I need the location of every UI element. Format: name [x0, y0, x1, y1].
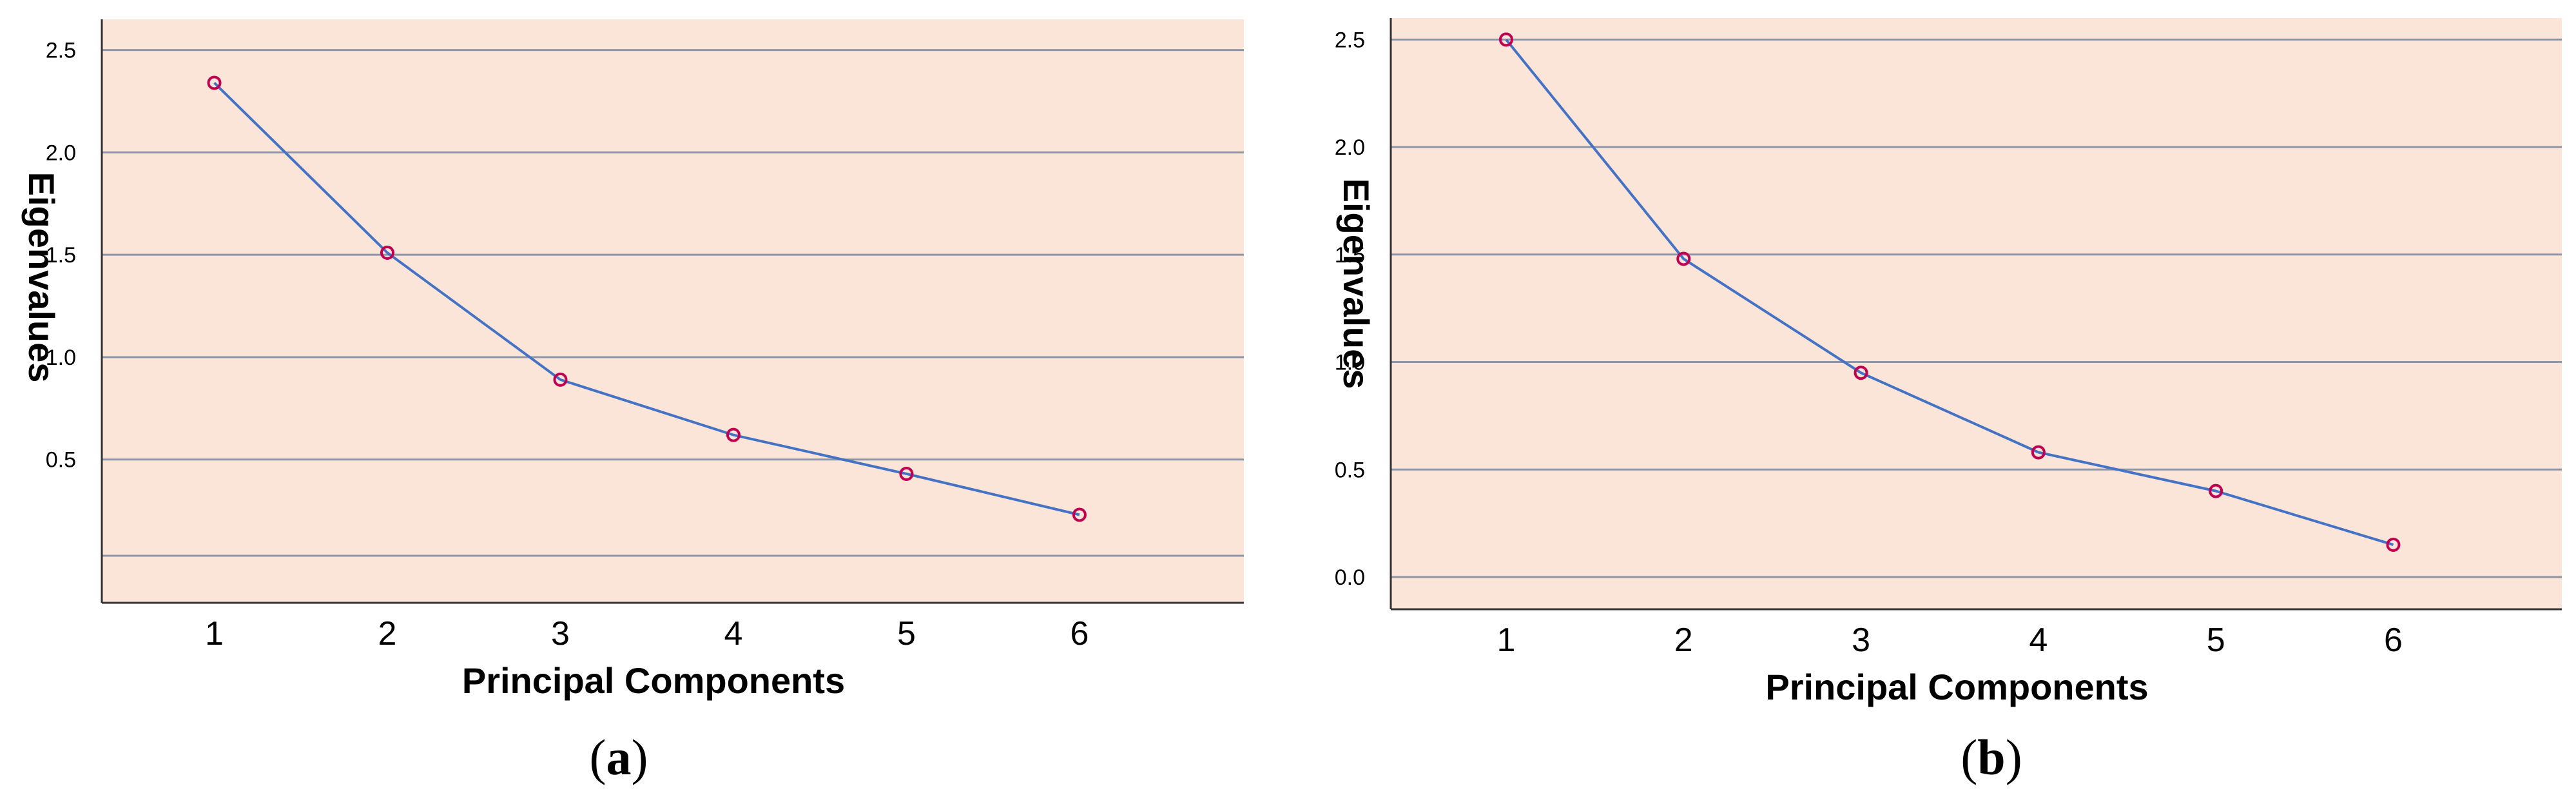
series-line	[213, 82, 1080, 516]
plot-area	[1391, 18, 2562, 609]
data-point	[1854, 366, 1868, 380]
x-tick-label: 2	[378, 615, 397, 652]
x-axis-title: Principal Components	[1765, 667, 2148, 707]
plot-area	[102, 19, 1244, 603]
y-axis-title: Eigenvalues	[21, 172, 62, 383]
y-tick-label: 2.5	[1335, 28, 1365, 52]
data-point	[2031, 445, 2046, 460]
caption-a: (a)	[589, 729, 648, 785]
chart-panel-b: 0.0 0.5 1.0 1.5 2.0 2.5 1 2 3 4 5 6 Principal Compon…	[1289, 0, 2576, 793]
x-tick-label: 4	[2029, 622, 2048, 659]
y-tick-label: 1.5	[1335, 243, 1365, 268]
y-tick-label: 2.0	[46, 141, 76, 165]
chart-a: 0.5 1.0 1.5 2.0 2.5 1 2 3 4 5 6 Principal Component…	[21, 19, 1244, 701]
y-tick-label: 0.5	[1335, 458, 1365, 482]
x-tick-label: 1	[1496, 622, 1515, 659]
caption-b: (b)	[1961, 729, 2022, 785]
y-tick-label: 2.0	[1335, 135, 1365, 160]
data-point	[553, 372, 568, 387]
data-point	[899, 466, 914, 481]
data-point	[1072, 507, 1087, 522]
x-tick-label: 1	[205, 615, 224, 652]
chart-b: 0.0 0.5 1.0 1.5 2.0 2.5 1 2 3 4 5 6 Principal Compon…	[1335, 18, 2562, 707]
y-tick-label: 1.0	[46, 346, 76, 370]
y-tick-label: 2.5	[46, 39, 76, 63]
data-point	[2209, 484, 2223, 498]
chart-panel-a: 0.5 1.0 1.5 2.0 2.5 1 2 3 4 5 6 Principal Component…	[21, 19, 1244, 785]
data-point	[380, 246, 394, 260]
data-point	[207, 75, 222, 90]
x-tick-label: 6	[1070, 615, 1089, 652]
y-tick-label: 1.5	[46, 243, 76, 268]
data-point	[1676, 251, 1691, 266]
y-tick-label: 0.0	[1335, 565, 1365, 590]
x-axis-title: Principal Components	[462, 660, 845, 701]
y-tick-label: 0.5	[46, 448, 76, 473]
x-tick-label: 2	[1674, 622, 1693, 659]
x-tick-label: 3	[1852, 622, 1870, 659]
x-tick-label: 5	[2207, 622, 2225, 659]
y-axis-title: Eigenvalues	[1336, 179, 1377, 389]
series-line	[1505, 39, 2394, 546]
y-tick-label: 1.0	[1335, 351, 1365, 375]
x-tick-label: 5	[897, 615, 916, 652]
data-point	[1498, 32, 1513, 47]
data-point	[726, 427, 741, 442]
x-tick-label: 4	[724, 615, 743, 652]
x-tick-label: 6	[2384, 622, 2403, 659]
x-tick-label: 3	[551, 615, 570, 652]
data-point	[2386, 537, 2401, 552]
